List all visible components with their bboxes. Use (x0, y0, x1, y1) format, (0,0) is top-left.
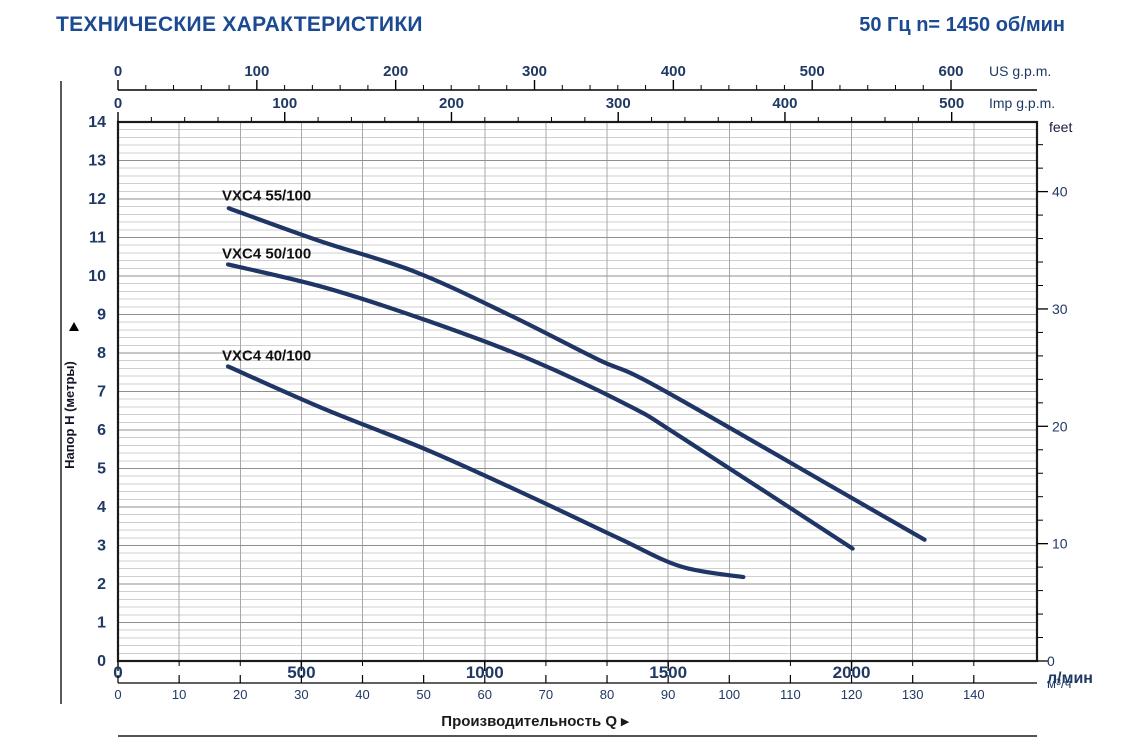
svg-text:0: 0 (114, 63, 122, 80)
svg-text:3: 3 (97, 538, 106, 555)
svg-text:50 Гц n= 1450 об/мин: 50 Гц n= 1450 об/мин (859, 14, 1065, 36)
svg-text:70: 70 (539, 687, 553, 702)
svg-text:VXC4 55/100: VXC4 55/100 (222, 188, 311, 205)
svg-text:7: 7 (97, 384, 106, 401)
svg-text:500: 500 (939, 95, 964, 112)
svg-text:600: 600 (939, 63, 964, 80)
svg-text:5: 5 (97, 461, 106, 478)
svg-text:US g.p.m.: US g.p.m. (989, 63, 1051, 79)
svg-text:2: 2 (97, 576, 106, 593)
svg-text:200: 200 (439, 95, 464, 112)
svg-text:13: 13 (88, 153, 106, 170)
svg-text:VXC4 40/100: VXC4 40/100 (222, 347, 311, 364)
svg-text:100: 100 (244, 63, 269, 80)
svg-text:Imp g.p.m.: Imp g.p.m. (989, 95, 1055, 111)
svg-text:60: 60 (478, 687, 492, 702)
svg-text:100: 100 (718, 687, 740, 702)
svg-text:0: 0 (114, 95, 122, 112)
svg-text:30: 30 (1052, 301, 1068, 317)
svg-text:50: 50 (416, 687, 430, 702)
svg-text:40: 40 (1052, 184, 1068, 200)
svg-text:8: 8 (97, 345, 106, 362)
svg-text:20: 20 (233, 687, 247, 702)
svg-text:ТЕХНИЧЕСКИЕ ХАРАКТЕРИСТИКИ: ТЕХНИЧЕСКИЕ ХАРАКТЕРИСТИКИ (56, 13, 423, 36)
svg-text:4: 4 (97, 499, 106, 516)
svg-text:12: 12 (88, 191, 106, 208)
svg-text:10: 10 (172, 687, 186, 702)
svg-text:0: 0 (97, 653, 106, 670)
svg-text:1: 1 (97, 615, 106, 632)
svg-text:6: 6 (97, 422, 106, 439)
svg-text:10: 10 (1052, 536, 1068, 552)
svg-text:200: 200 (383, 63, 408, 80)
svg-text:90: 90 (661, 687, 675, 702)
svg-text:20: 20 (1052, 418, 1068, 434)
svg-text:14: 14 (88, 114, 106, 131)
svg-text:0: 0 (114, 687, 121, 702)
svg-text:9: 9 (97, 307, 106, 324)
svg-text:300: 300 (606, 95, 631, 112)
svg-text:400: 400 (772, 95, 797, 112)
svg-text:500: 500 (800, 63, 825, 80)
svg-text:Напор Н (метры): Напор Н (метры) (62, 361, 77, 469)
svg-text:120: 120 (841, 687, 863, 702)
svg-text:100: 100 (272, 95, 297, 112)
svg-text:400: 400 (661, 63, 686, 80)
svg-text:140: 140 (963, 687, 985, 702)
svg-text:80: 80 (600, 687, 614, 702)
svg-text:110: 110 (780, 687, 801, 702)
svg-text:10: 10 (88, 268, 106, 285)
svg-text:30: 30 (294, 687, 308, 702)
svg-text:feet: feet (1049, 119, 1072, 135)
svg-text:Производительность Q ▸: Производительность Q ▸ (441, 713, 630, 730)
svg-text:VXC4 50/100: VXC4 50/100 (222, 245, 311, 262)
svg-text:40: 40 (355, 687, 369, 702)
svg-text:130: 130 (902, 687, 924, 702)
svg-text:11: 11 (89, 230, 106, 247)
svg-text:300: 300 (522, 63, 547, 80)
svg-text:0: 0 (1047, 653, 1055, 669)
